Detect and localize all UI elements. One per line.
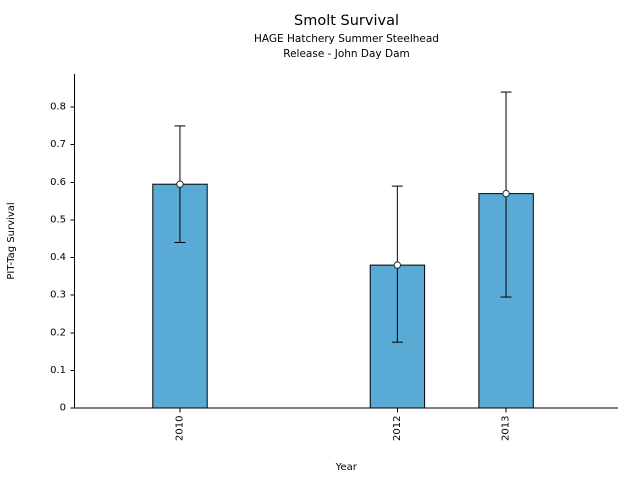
data-point-marker-2013: [502, 189, 510, 198]
y-tick-label-0.4: 0.4: [50, 252, 66, 263]
y-tick-label-0.5: 0.5: [50, 214, 66, 225]
x-axis-label: Year: [335, 462, 358, 473]
x-tick-label-2012: 2012: [392, 416, 403, 441]
y-tick-label-0.7: 0.7: [50, 139, 66, 150]
x-tick-label-2010: 2010: [174, 416, 185, 441]
chart-title: Smolt Survival: [294, 13, 399, 29]
y-tick-label-0.6: 0.6: [50, 177, 66, 188]
chart-subtitle-line2: Release - John Day Dam: [283, 47, 410, 60]
chart-subtitle-line1: HAGE Hatchery Summer Steelhead: [254, 33, 439, 45]
y-tick-label-0.2: 0.2: [50, 327, 66, 338]
x-tick-label-2013: 2013: [501, 416, 512, 441]
y-tick-label-0.3: 0.3: [50, 290, 66, 301]
y-tick-label-0: 0: [60, 403, 66, 414]
data-point-marker-2010: [176, 180, 184, 188]
data-point-marker-2012: [393, 261, 402, 269]
y-axis-label: PIT-Tag Survival: [6, 202, 17, 279]
y-tick-label-0.1: 0.1: [50, 365, 66, 376]
y-tick-label-0.8: 0.8: [50, 102, 66, 113]
